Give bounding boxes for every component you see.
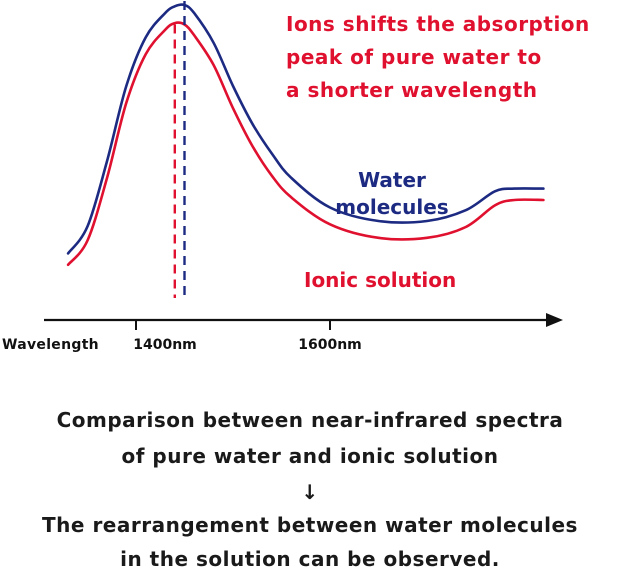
x-tick-label-1600: 1600nm — [298, 337, 362, 353]
spectra-chart — [44, 1, 563, 330]
shift-annotation: Ions shifts the absorption peak of pure … — [286, 8, 616, 107]
annotation-line-1: Ions shifts the absorption — [286, 12, 590, 36]
ionic-series-label: Ionic solution — [304, 268, 457, 292]
annotation-line-3: a shorter wavelength — [286, 78, 538, 102]
caption-arrow: ↓ — [301, 480, 319, 504]
caption-line-1: Comparison between near-infrared spectra — [56, 408, 564, 432]
water-spectrum-line — [66, 3, 545, 255]
x-axis-title: Wavelength — [2, 337, 99, 353]
ionic-spectrum-line — [66, 21, 545, 267]
water-label-line-1: Water — [358, 168, 426, 192]
caption-line-2: of pure water and ionic solution — [121, 444, 499, 468]
water-series-label: Water molecules — [318, 167, 466, 221]
water-label-line-2: molecules — [335, 195, 449, 219]
x-tick-label-1400: 1400nm — [133, 337, 197, 353]
caption-line-3: The rearrangement between water molecule… — [42, 513, 578, 537]
annotation-line-2: peak of pure water to — [286, 45, 542, 69]
x-axis-arrowhead — [546, 313, 563, 327]
caption-line-4: in the solution can be observed. — [120, 547, 500, 571]
